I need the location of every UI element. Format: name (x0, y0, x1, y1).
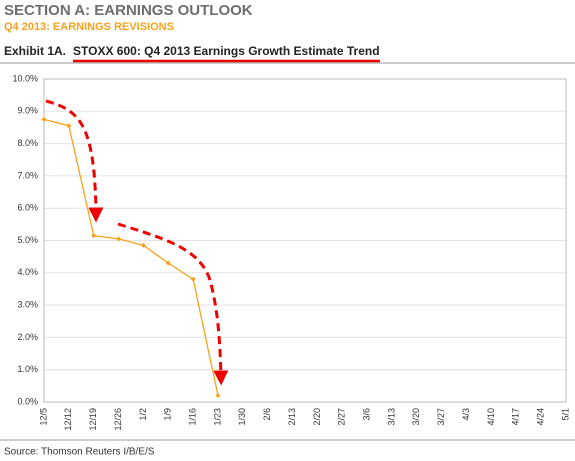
exhibit-label: Exhibit 1A. (4, 44, 66, 58)
marker (91, 233, 97, 239)
x-tick-label: 1/2 (138, 408, 148, 421)
y-tick-label: 8.0% (17, 138, 38, 148)
y-tick-label: 0.0% (17, 396, 38, 406)
plot: 0.0% 1.0% 2.0% 3.0% 4.0% 5.0% 6.0% 7.0% 8.0% 9.0%… (12, 73, 570, 430)
x-tick-label: 1/30 (237, 408, 247, 426)
data-line (43, 118, 219, 396)
annotation-arrow (117, 222, 229, 386)
marker (190, 276, 196, 282)
y-tick-label: 7.0% (17, 170, 38, 180)
source: Source: Thomson Reuters I/B/E/S (4, 447, 155, 458)
x-tick-label: 4/3 (461, 408, 471, 421)
x-tick-label: 2/6 (262, 408, 272, 421)
x-tick-label: 3/27 (436, 408, 446, 426)
y-tick-label: 1.0% (17, 364, 38, 374)
marker (66, 123, 72, 129)
x-tick-label: 3/6 (362, 408, 372, 421)
x-tick-label: 2/13 (287, 408, 297, 426)
x-tick-label: 2/20 (312, 408, 322, 426)
y-tick-label: 2.0% (17, 332, 38, 342)
y-tick-label: 10.0% (12, 73, 38, 83)
x-tick-label: 12/19 (88, 408, 98, 431)
x-tick-label: 3/13 (386, 408, 396, 426)
x-tick-label: 1/16 (188, 408, 198, 426)
x-tick-label: 12/12 (63, 408, 73, 431)
y-tick-label: 4.0% (17, 267, 38, 277)
x-tick-label: 4/10 (486, 408, 496, 426)
annotation-arrow (45, 99, 104, 223)
x-tick-label: 2/27 (337, 408, 347, 426)
x-tick-label: 4/24 (536, 408, 546, 426)
section-title: SECTION A: EARNINGS OUTLOOK (4, 2, 253, 19)
plot-border (43, 78, 567, 403)
y-tick-label: 6.0% (17, 203, 38, 213)
x-tick-label: 1/9 (163, 408, 173, 421)
marker (140, 242, 146, 248)
x-tick-label: 12/5 (38, 408, 48, 426)
marker (215, 393, 221, 399)
x-tick-label: 1/23 (212, 408, 222, 426)
subtitle: Q4 2013: EARNINGS REVISIONS (4, 21, 174, 33)
marker (116, 236, 122, 242)
y-tick-label: 5.0% (17, 235, 38, 245)
marker (41, 116, 47, 122)
x-tick-label: 5/1 (560, 408, 570, 421)
x-tick-label: 4/17 (511, 408, 521, 426)
y-tick-label: 9.0% (17, 106, 38, 116)
marker (165, 260, 171, 266)
chart-title: STOXX 600: Q4 2013 Earnings Growth Estim… (73, 44, 380, 58)
y-tick-label: 3.0% (17, 299, 38, 309)
x-tick-label: 12/26 (113, 408, 123, 431)
x-tick-label: 3/20 (411, 408, 421, 426)
